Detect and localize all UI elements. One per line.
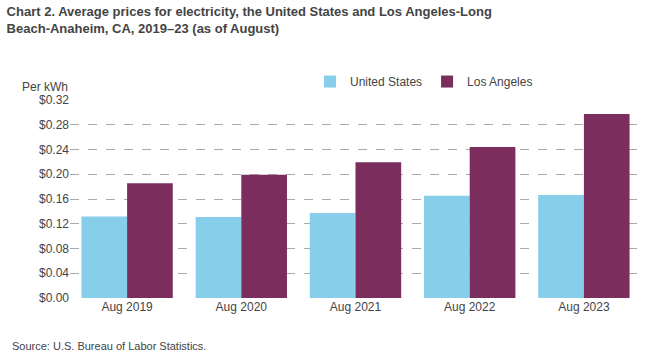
svg-text:$0.12: $0.12 bbox=[39, 217, 69, 231]
svg-text:Source: U.S. Bureau of Labor S: Source: U.S. Bureau of Labor Statistics. bbox=[12, 340, 206, 352]
svg-text:Aug 2022: Aug 2022 bbox=[444, 300, 496, 314]
svg-text:$0.00: $0.00 bbox=[39, 291, 69, 305]
svg-text:Chart 2. Average prices for el: Chart 2. Average prices for electricity,… bbox=[7, 4, 492, 36]
svg-text:Aug 2020: Aug 2020 bbox=[216, 300, 268, 314]
svg-text:$0.04: $0.04 bbox=[39, 266, 69, 280]
svg-text:United States: United States bbox=[350, 75, 422, 89]
svg-text:$0.28: $0.28 bbox=[39, 118, 69, 132]
svg-text:Aug 2019: Aug 2019 bbox=[101, 300, 153, 314]
svg-text:$0.32: $0.32 bbox=[39, 93, 69, 107]
svg-text:Aug 2021: Aug 2021 bbox=[330, 300, 382, 314]
svg-text:$0.08: $0.08 bbox=[39, 242, 69, 256]
svg-text:$0.20: $0.20 bbox=[39, 167, 69, 181]
svg-text:Aug 2023: Aug 2023 bbox=[558, 300, 610, 314]
svg-text:Los Angeles: Los Angeles bbox=[467, 75, 532, 89]
svg-text:Per kWh: Per kWh bbox=[22, 80, 68, 94]
svg-text:$0.16: $0.16 bbox=[39, 192, 69, 206]
svg-text:$0.24: $0.24 bbox=[39, 143, 69, 157]
